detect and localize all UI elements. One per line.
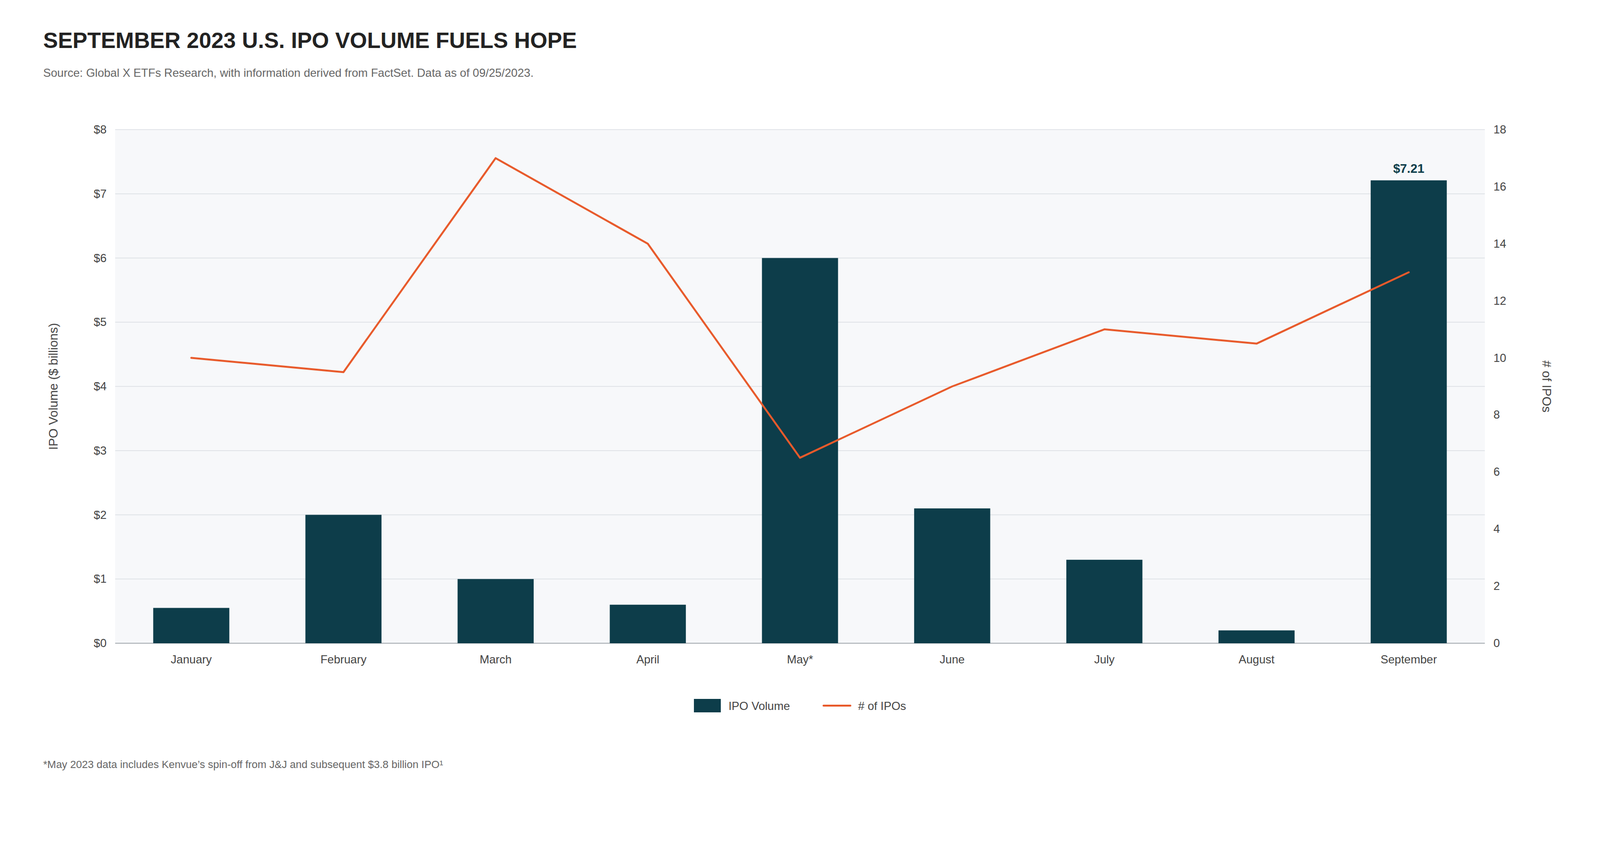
y-tick-label: $7 [93, 187, 107, 201]
legend-label: IPO Volume [728, 699, 790, 713]
bar [609, 604, 687, 644]
x-tick-label: September [1380, 652, 1437, 666]
x-tick-label: January [170, 652, 212, 666]
x-tick-label: August [1238, 652, 1275, 666]
y-tick-label: $6 [93, 251, 107, 265]
annotation: $7.21 [1393, 161, 1425, 176]
bar [1066, 559, 1143, 644]
annotations: $7.21 [1393, 161, 1425, 176]
footnote: *May 2023 data includes Kenvue’s spin-of… [43, 758, 443, 771]
legend-label: # of IPOs [858, 699, 907, 713]
y2-tick-label: 14 [1493, 237, 1507, 251]
y-axis-left: $0 $1 $2 $3 $4 $5 $6 $7 $8 [93, 122, 107, 650]
x-tick-label: March [479, 652, 512, 666]
y2-tick-label: 18 [1493, 122, 1507, 136]
bar [153, 607, 230, 644]
plot-area [115, 129, 1485, 644]
y-tick-label: $1 [93, 572, 107, 586]
x-axis: January February March April May* June July Aug… [170, 652, 1437, 666]
bar [914, 508, 991, 644]
legend-swatch [693, 698, 721, 713]
y-tick-label: $2 [93, 508, 107, 522]
title: SEPTEMBER 2023 U.S. IPO VOLUME FUELS HOP… [43, 27, 577, 53]
bar [1218, 630, 1295, 644]
y2-tick-label: 16 [1493, 179, 1507, 193]
y2-tick-label: 10 [1493, 351, 1507, 365]
y-tick-label: $3 [93, 443, 107, 457]
y-tick-label: $0 [93, 636, 107, 650]
x-tick-label: February [320, 652, 367, 666]
grid [115, 129, 1485, 644]
source: Source: Global X ETFs Research, with inf… [43, 66, 534, 80]
y-tick-label: $8 [93, 122, 107, 136]
bar [762, 258, 839, 644]
grid-line [115, 129, 1485, 131]
y-axis-right: 0 2 4 6 8 10 12 14 16 18 [1493, 122, 1507, 650]
bar [457, 578, 535, 644]
y-tick-label: $4 [93, 379, 107, 393]
legend-item: # of IPOs [823, 699, 907, 713]
y2-tick-label: 8 [1493, 407, 1500, 421]
x-tick-label: May* [787, 652, 814, 666]
y-tick-label: $5 [93, 315, 107, 329]
y2-tick-label: 0 [1493, 636, 1500, 650]
y2-tick-label: 12 [1493, 294, 1507, 308]
legend-swatch [823, 704, 851, 707]
marks [153, 157, 1447, 644]
chart: SEPTEMBER 2023 U.S. IPO VOLUME FUELS HOP… [0, 0, 1600, 841]
line [191, 157, 1409, 458]
bar [305, 514, 382, 644]
y2-tick-label: 4 [1493, 522, 1500, 536]
y2-axis-label: # of IPOs [1539, 360, 1554, 413]
x-tick-label: July [1094, 652, 1115, 666]
legend-item: IPO Volume [693, 698, 790, 713]
x-tick-label: April [636, 652, 660, 666]
grid-line [115, 193, 1485, 195]
y2-tick-label: 2 [1493, 579, 1500, 593]
y-axis-label: IPO Volume ($ billions) [46, 322, 61, 450]
legend: IPO Volume # of IPOs [693, 698, 907, 713]
bar [1370, 180, 1447, 644]
y2-tick-label: 6 [1493, 465, 1500, 478]
x-tick-label: June [939, 652, 965, 666]
